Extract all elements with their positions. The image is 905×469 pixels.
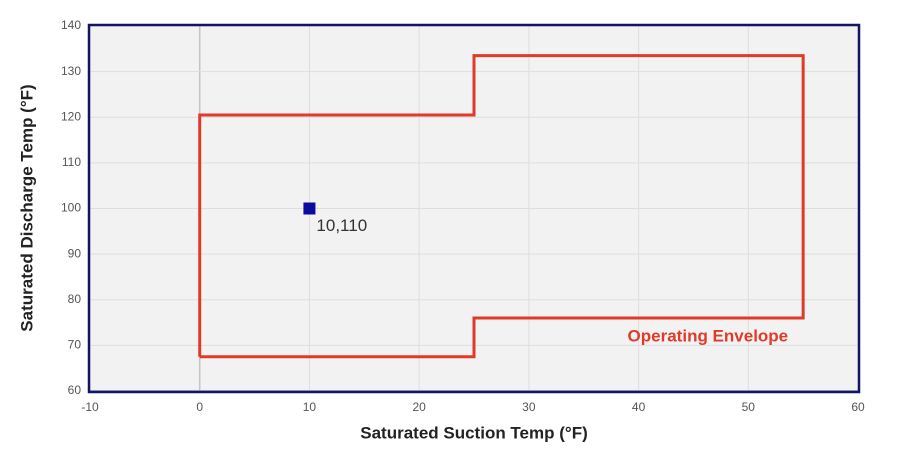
y-tick-label: 140 [61, 18, 81, 32]
x-tick-label: 0 [196, 400, 203, 414]
y-tick-label: 80 [68, 292, 82, 306]
y-tick-label: 130 [61, 64, 81, 78]
y-tick-label: 60 [68, 383, 82, 397]
x-tick-label: -10 [81, 400, 99, 414]
x-tick-label: 60 [851, 400, 865, 414]
y-tick-label: 100 [61, 201, 81, 215]
x-tick-label: 10 [303, 400, 317, 414]
x-tick-label: 40 [632, 400, 646, 414]
marks: Operating Envelope 10,110 [198, 54, 805, 359]
y-axis-title: Saturated Discharge Temp (°F) [17, 84, 36, 331]
envelope-label: Operating Envelope [628, 326, 789, 345]
y-tick-label: 110 [62, 155, 81, 169]
y-tick-label: 120 [61, 109, 81, 123]
x-tick-label: 50 [742, 400, 756, 414]
plot-border [87, 23, 861, 394]
y-tick-label: 90 [68, 246, 82, 260]
point-label: 10,110 [316, 216, 367, 235]
x-tick-label: 20 [412, 400, 426, 414]
envelope-line [198, 54, 805, 359]
point [303, 202, 316, 215]
x-tick-label: 30 [522, 400, 536, 414]
y-tick-label: 70 [68, 338, 82, 352]
x-axis-title: Saturated Suction Temp (°F) [360, 423, 588, 442]
